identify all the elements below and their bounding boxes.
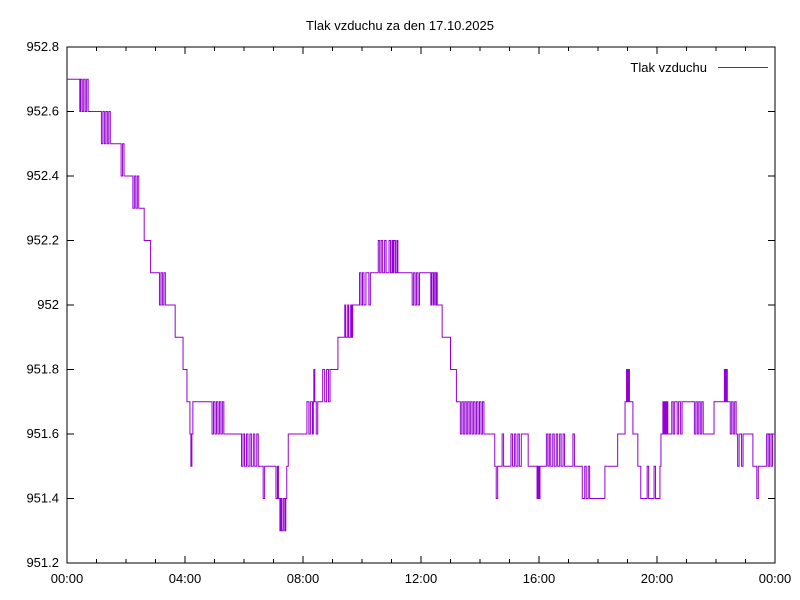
y-tick-label: 952.6 bbox=[26, 104, 59, 119]
y-tick-label: 952.8 bbox=[26, 39, 59, 54]
y-tick-label: 951.8 bbox=[26, 362, 59, 377]
x-tick-label: 12:00 bbox=[405, 571, 438, 586]
x-tick-label: 04:00 bbox=[169, 571, 202, 586]
legend-line-sample bbox=[718, 67, 768, 68]
y-tick-label: 952 bbox=[37, 297, 59, 312]
y-tick-label: 952.2 bbox=[26, 233, 59, 248]
pressure-series-line bbox=[67, 78, 775, 532]
y-tick-label: 952.4 bbox=[26, 168, 59, 183]
y-tick-label: 951.4 bbox=[26, 491, 59, 506]
y-tick-label: 951.2 bbox=[26, 555, 59, 570]
x-tick-label: 08:00 bbox=[287, 571, 320, 586]
x-tick-label: 16:00 bbox=[523, 571, 556, 586]
legend: Tlak vzduchu bbox=[630, 60, 768, 75]
y-tick-label: 951.6 bbox=[26, 426, 59, 441]
x-tick-label: 00:00 bbox=[759, 571, 792, 586]
x-tick-label: 00:00 bbox=[51, 571, 84, 586]
legend-label: Tlak vzduchu bbox=[630, 60, 707, 75]
chart-title: Tlak vzduchu za den 17.10.2025 bbox=[306, 18, 494, 33]
x-tick-label: 20:00 bbox=[641, 571, 674, 586]
